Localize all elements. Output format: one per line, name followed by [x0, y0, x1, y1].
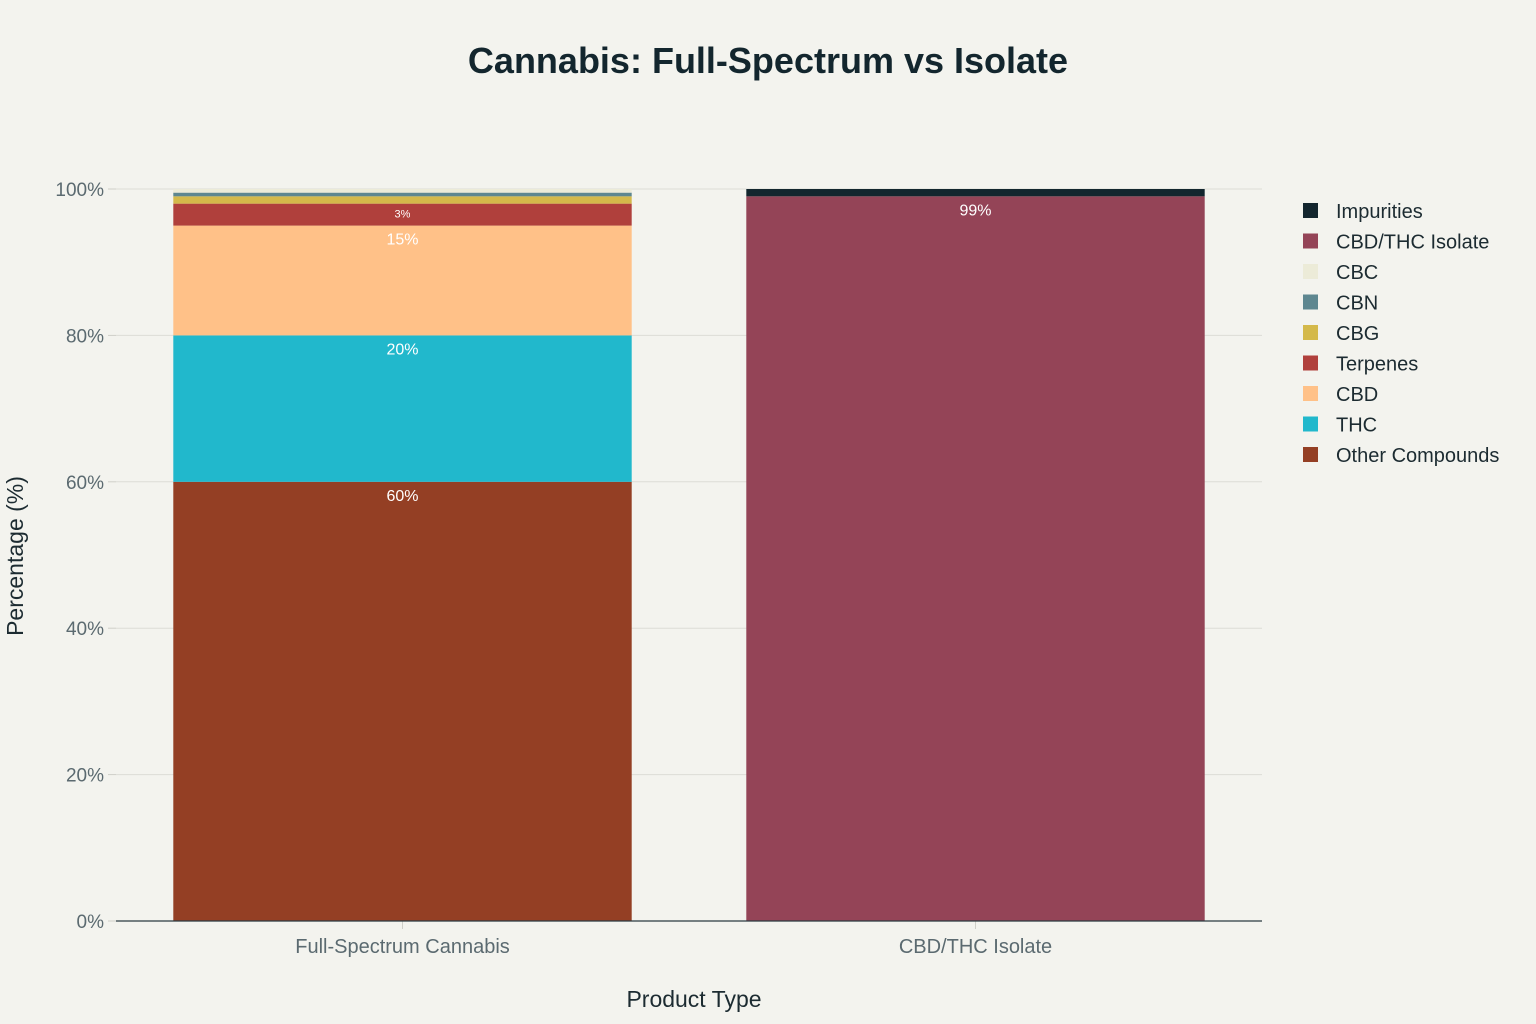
y-tick-label: 80%: [66, 326, 104, 347]
bar-segment: [173, 335, 632, 482]
y-tick-label: 60%: [66, 473, 104, 494]
bar-value-label: 3%: [395, 209, 411, 221]
bar-value-label: 60%: [386, 488, 418, 505]
legend-label: Terpenes: [1336, 354, 1418, 376]
chart-title: Cannabis: Full-Spectrum vs Isolate: [467, 40, 1069, 81]
legend-swatch: [1303, 264, 1318, 279]
legend-label: Other Compounds: [1336, 445, 1499, 467]
bar-segment: [173, 196, 632, 204]
bar-value-label: 15%: [386, 232, 418, 249]
bar-value-label: 99%: [959, 202, 991, 219]
y-tick-label: 0%: [77, 912, 105, 933]
legend-swatch: [1303, 386, 1318, 401]
legend-swatch: [1303, 294, 1318, 310]
legend-label: THC: [1336, 415, 1377, 437]
legend-swatch: [1303, 447, 1318, 462]
bar-segment: [173, 225, 632, 336]
bar-segment: [746, 189, 1205, 197]
y-tick-label: 20%: [66, 766, 104, 787]
bar-segment: [173, 189, 632, 193]
y-tick-label: 40%: [66, 619, 104, 640]
legend-label: CBN: [1336, 293, 1378, 315]
legend-label: Impurities: [1336, 201, 1423, 223]
legend-swatch: [1303, 203, 1318, 218]
y-axis-title: Percentage (%): [2, 476, 28, 636]
legend-label: CBD/THC Isolate: [1336, 232, 1489, 254]
legend-label: CBD: [1336, 384, 1378, 406]
bar-segment: [746, 196, 1205, 921]
bar-segment: [173, 203, 632, 226]
bar-value-label: 20%: [386, 341, 418, 358]
bar-segment: [173, 192, 632, 197]
legend-swatch: [1303, 325, 1318, 340]
x-axis-title: Product Type: [626, 986, 761, 1012]
bar-segment: [173, 481, 632, 921]
legend-label: CBG: [1336, 323, 1379, 345]
x-tick-label: Full-Spectrum Cannabis: [295, 936, 510, 958]
legend-swatch: [1303, 416, 1318, 432]
x-tick-label: CBD/THC Isolate: [899, 936, 1052, 958]
legend-label: CBC: [1336, 262, 1378, 284]
legend-swatch: [1303, 355, 1318, 371]
legend-swatch: [1303, 233, 1318, 249]
y-tick-label: 100%: [55, 180, 104, 201]
